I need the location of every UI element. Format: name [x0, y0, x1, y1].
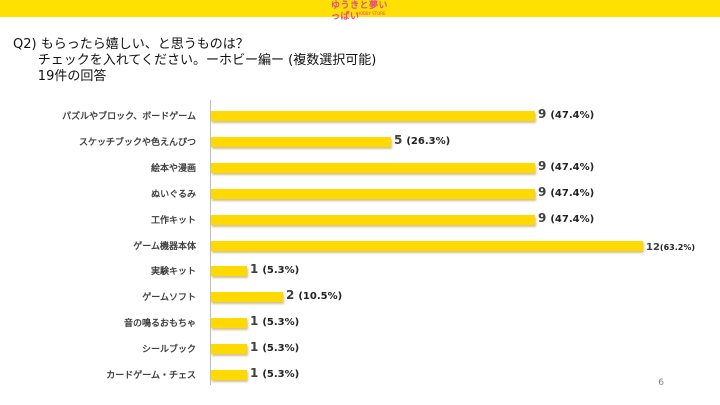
bar-chart: パズルやブロック、ボードゲーム 9 (47.4%) スケッチブックや色えんぴつ 5 (26… — [0, 100, 720, 390]
category-label: 音の鳴るおもちゃ — [123, 319, 196, 330]
bar-row: パズルやブロック、ボードゲーム 9 (47.4%) — [0, 102, 720, 128]
category-label: ゲームソフト — [142, 293, 196, 304]
data-label-count: 9 — [538, 184, 547, 199]
bar — [211, 318, 247, 329]
category-label: ゲーム機器本体 — [133, 241, 196, 252]
category-axis-line — [210, 100, 211, 385]
bar-row: 音の鳴るおもちゃ 1 (5.3%) — [0, 309, 720, 335]
bar — [211, 214, 535, 225]
category-label: カードゲーム・チェス — [106, 371, 196, 381]
data-label: 1 (5.3%) — [250, 314, 299, 328]
bar — [211, 162, 535, 173]
data-label-count: 9 — [538, 210, 547, 225]
bar-row: 実験キット 1 (5.3%) — [0, 257, 720, 283]
logo-text: ゆうきと夢いっぱい — [331, 1, 389, 22]
data-label-count: 2 — [286, 288, 295, 303]
bar — [211, 188, 535, 199]
question-line-2: チェックを入れてください。ーホビー編ー (複数選択可能) — [13, 53, 377, 68]
bar — [211, 292, 283, 303]
data-label-percent: (47.4%) — [550, 213, 595, 225]
bar — [211, 136, 391, 147]
data-label: 1 (5.3%) — [250, 340, 299, 354]
bar-row: カードゲーム・チェス 1 (5.3%) — [0, 361, 720, 387]
category-label: パズルやブロック、ボードゲーム — [62, 112, 196, 122]
data-label-percent: (5.3%) — [262, 369, 300, 380]
bar — [211, 266, 247, 277]
data-label: 1 (5.3%) — [250, 366, 299, 380]
data-label-count: 1 — [250, 262, 259, 277]
data-label: 9 (47.4%) — [538, 159, 594, 173]
bar — [211, 370, 247, 380]
data-label-count: 1 — [250, 314, 259, 329]
category-label: 工作キット — [150, 215, 196, 226]
category-label: スケッチブックや色えんぴつ — [78, 137, 196, 148]
bar — [211, 240, 643, 251]
bar — [211, 111, 535, 121]
question-line-1: Q2) もらったら嬉しい、と思うものは？ — [13, 37, 249, 52]
data-label-count: 5 — [394, 132, 403, 147]
data-label-percent: (10.5%) — [298, 291, 343, 303]
bar-row: ぬいぐるみ 9 (47.4%) — [0, 180, 720, 206]
data-label: 2 (10.5%) — [286, 288, 342, 302]
data-label-count: 12 — [646, 241, 660, 253]
data-label-count: 1 — [250, 340, 259, 355]
question-title: Q2) もらったら嬉しい、と思うものは？ チェックを入れてください。ーホビー編ー… — [13, 37, 376, 85]
bar-row: 絵本や漫画 9 (47.4%) — [0, 154, 720, 180]
data-label-count: 9 — [538, 107, 547, 121]
category-label: 実験キット — [150, 267, 196, 278]
data-label: 9 (47.4%) — [538, 185, 594, 199]
bar-row: ゲーム機器本体 12(63.2%) — [0, 232, 720, 258]
brand-logo: ゆうきと夢いっぱい HOBBY STORE — [331, 1, 391, 22]
category-label: 絵本や漫画 — [150, 163, 196, 174]
category-label: ぬいぐるみ — [151, 189, 196, 200]
bar — [211, 344, 247, 355]
bar-row: 工作キット 9 (47.4%) — [0, 206, 720, 232]
data-label: 9 (47.4%) — [538, 211, 594, 225]
data-label-percent: (5.3%) — [262, 343, 300, 355]
logo-subtext: HOBBY STORE — [357, 11, 386, 16]
page-number: 6 — [658, 378, 664, 388]
data-label-count: 9 — [538, 158, 547, 173]
bar-row: シールブック 1 (5.3%) — [0, 335, 720, 361]
data-label-percent: (47.4%) — [550, 187, 595, 199]
category-label: シールブック — [141, 345, 196, 356]
data-label-count: 1 — [250, 366, 259, 380]
data-label-percent: (5.3%) — [262, 317, 300, 329]
data-label: 9 (47.4%) — [538, 107, 594, 121]
bar-row: スケッチブックや色えんぴつ 5 (26.3%) — [0, 128, 720, 154]
data-label-percent: (63.2%) — [659, 242, 695, 252]
top-accent-bar — [0, 0, 720, 17]
data-label-percent: (5.3%) — [262, 265, 300, 277]
data-label: 12(63.2%) — [646, 239, 695, 253]
question-line-3: 19件の回答 — [13, 69, 107, 84]
data-label: 1 (5.3%) — [250, 262, 299, 276]
bar-row: ゲームソフト 2 (10.5%) — [0, 283, 720, 309]
data-label-percent: (47.4%) — [550, 110, 595, 121]
data-label-percent: (47.4%) — [550, 161, 595, 173]
data-label-percent: (26.3%) — [406, 135, 451, 147]
data-label: 5 (26.3%) — [394, 133, 450, 147]
